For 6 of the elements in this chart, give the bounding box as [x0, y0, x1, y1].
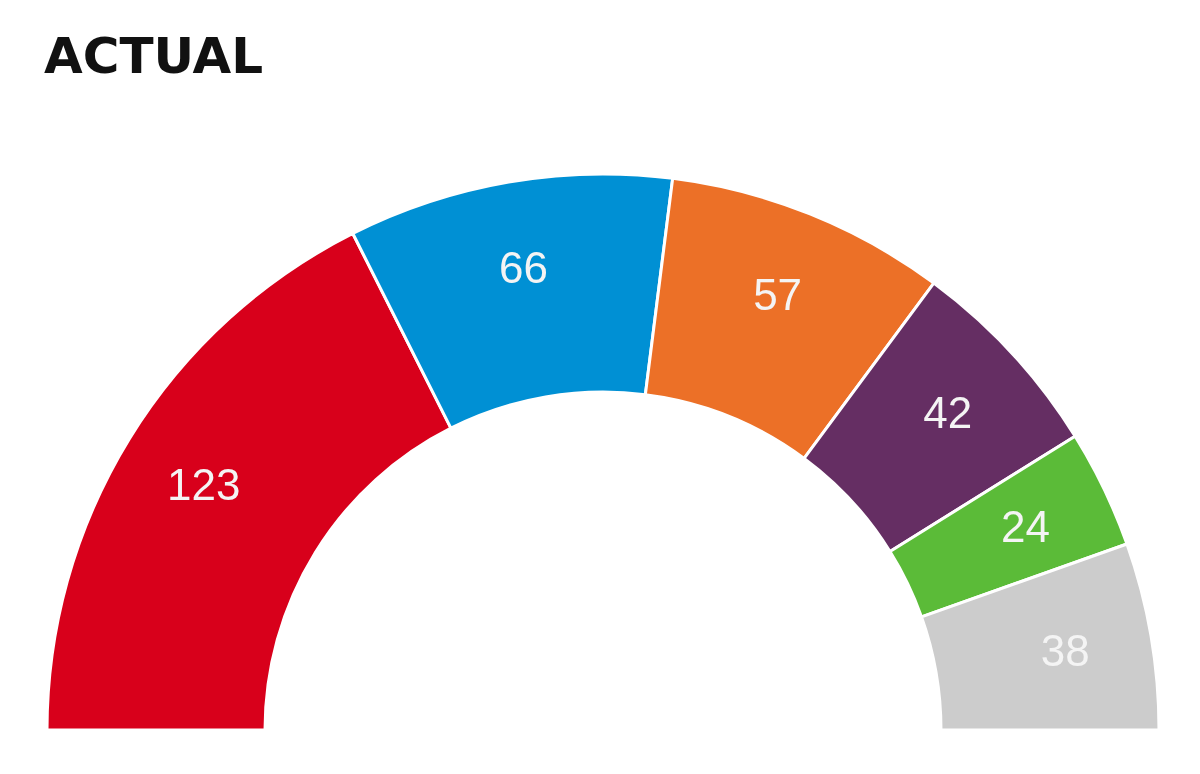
data-label: 24: [1001, 502, 1051, 552]
data-label: 66: [498, 243, 548, 293]
data-label: 123: [166, 459, 241, 509]
data-label: 42: [923, 387, 973, 437]
data-label: 57: [753, 270, 803, 320]
chart-title: ACTUAL: [44, 27, 264, 85]
